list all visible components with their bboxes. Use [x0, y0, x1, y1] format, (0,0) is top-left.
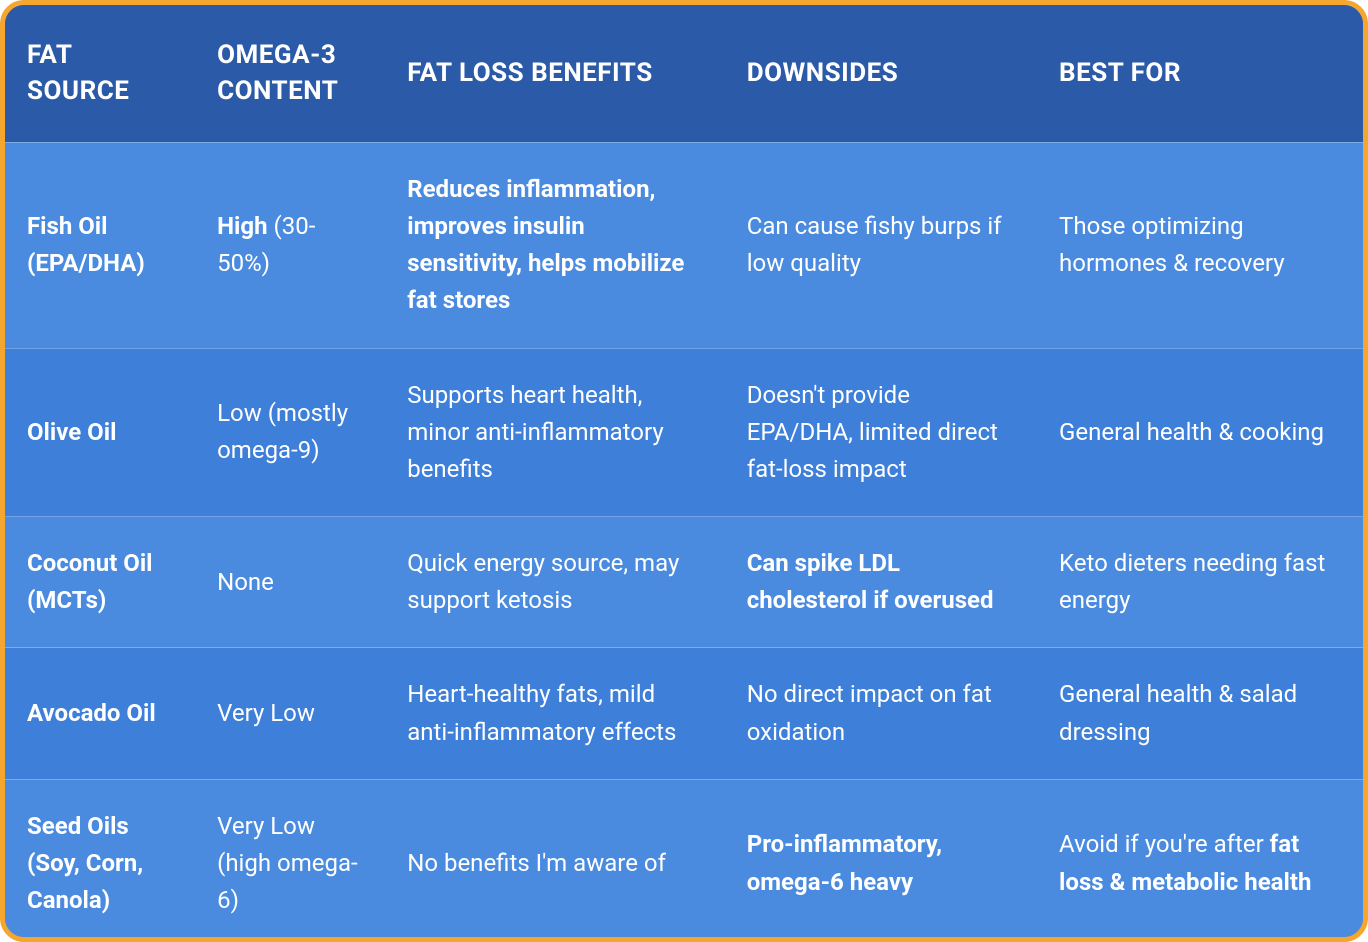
- cell-best-for: Those optimizing hormones & recovery: [1037, 142, 1363, 348]
- cell-omega3: None: [195, 517, 385, 648]
- cell-fat-source: Coconut Oil (MCTs): [5, 517, 195, 648]
- cell-benefits: No benefits I'm aware of: [385, 779, 725, 942]
- benefits-rest: Heart-healthy fats, mild anti-inflammato…: [407, 680, 676, 745]
- cell-benefits: Supports heart health, minor anti-inflam…: [385, 348, 725, 517]
- cell-downsides: No direct impact on fat oxidation: [725, 648, 1037, 779]
- table-row: Coconut Oil (MCTs) None Quick energy sou…: [5, 517, 1363, 648]
- col-header-omega3: OMEGA-3 CONTENT: [195, 5, 385, 142]
- best-for-pre: Keto dieters needing fast energy: [1059, 549, 1325, 614]
- cell-benefits: Reduces inflammation, improves insulin s…: [385, 142, 725, 348]
- best-for-pre: General health & salad dressing: [1059, 680, 1297, 745]
- table-body: Fish Oil (EPA/DHA) High (30-50%) Reduces…: [5, 142, 1363, 942]
- downsides-rest: No direct impact on fat oxidation: [747, 680, 992, 745]
- cell-omega3: High (30-50%): [195, 142, 385, 348]
- omega3-rest: Low (mostly omega-9): [217, 399, 348, 464]
- best-for-pre: Avoid if you're after: [1059, 830, 1270, 858]
- cell-omega3: Very Low (high omega-6): [195, 779, 385, 942]
- omega3-rest: Very Low (high omega-6): [217, 812, 358, 914]
- omega3-rest: Very Low: [217, 699, 315, 727]
- best-for-pre: Those optimizing hormones & recovery: [1059, 212, 1285, 277]
- header-row: FAT SOURCE OMEGA-3 CONTENT FAT LOSS BENE…: [5, 5, 1363, 142]
- benefits-rest: No benefits I'm aware of: [407, 849, 666, 877]
- table-row: Avocado Oil Very Low Heart-healthy fats,…: [5, 648, 1363, 779]
- cell-fat-source: Fish Oil (EPA/DHA): [5, 142, 195, 348]
- table-row: Fish Oil (EPA/DHA) High (30-50%) Reduces…: [5, 142, 1363, 348]
- cell-benefits: Heart-healthy fats, mild anti-inflammato…: [385, 648, 725, 779]
- cell-omega3: Very Low: [195, 648, 385, 779]
- col-header-fat-source: FAT SOURCE: [5, 5, 195, 142]
- col-header-benefits: FAT LOSS BENEFITS: [385, 5, 725, 142]
- table-row: Olive Oil Low (mostly omega-9) Supports …: [5, 348, 1363, 517]
- cell-best-for: Keto dieters needing fast energy: [1037, 517, 1363, 648]
- downsides-rest: Can cause fishy burps if low quality: [747, 212, 1002, 277]
- cell-benefits: Quick energy source, may support ketosis: [385, 517, 725, 648]
- cell-best-for: General health & salad dressing: [1037, 648, 1363, 779]
- cell-downsides: Pro-inflammatory, omega-6 heavy: [725, 779, 1037, 942]
- cell-fat-source: Olive Oil: [5, 348, 195, 517]
- benefits-bold: Reduces inflammation, improves insulin s…: [407, 175, 684, 315]
- downsides-rest: Doesn't provide EPA/DHA, limited direct …: [747, 381, 998, 483]
- cell-fat-source: Seed Oils (Soy, Corn, Canola): [5, 779, 195, 942]
- cell-downsides: Can spike LDL cholesterol if overused: [725, 517, 1037, 648]
- col-header-downsides: DOWNSIDES: [725, 5, 1037, 142]
- cell-fat-source: Avocado Oil: [5, 648, 195, 779]
- downsides-bold: Can spike LDL cholesterol if overused: [747, 549, 994, 614]
- table-row: Seed Oils (Soy, Corn, Canola) Very Low (…: [5, 779, 1363, 942]
- benefits-rest: Quick energy source, may support ketosis: [407, 549, 679, 614]
- col-header-best-for: BEST FOR: [1037, 5, 1363, 142]
- omega3-bold: High: [217, 212, 267, 240]
- cell-downsides: Doesn't provide EPA/DHA, limited direct …: [725, 348, 1037, 517]
- cell-best-for: Avoid if you're after fat loss & metabol…: [1037, 779, 1363, 942]
- cell-omega3: Low (mostly omega-9): [195, 348, 385, 517]
- downsides-bold: Pro-inflammatory, omega-6 heavy: [747, 830, 942, 895]
- table-header: FAT SOURCE OMEGA-3 CONTENT FAT LOSS BENE…: [5, 5, 1363, 142]
- best-for-pre: General health & cooking: [1059, 418, 1324, 446]
- fat-source-table: FAT SOURCE OMEGA-3 CONTENT FAT LOSS BENE…: [5, 5, 1363, 942]
- fat-source-table-container: FAT SOURCE OMEGA-3 CONTENT FAT LOSS BENE…: [0, 0, 1368, 942]
- benefits-rest: Supports heart health, minor anti-inflam…: [407, 381, 663, 483]
- cell-downsides: Can cause fishy burps if low quality: [725, 142, 1037, 348]
- omega3-rest: None: [217, 568, 274, 596]
- cell-best-for: General health & cooking: [1037, 348, 1363, 517]
